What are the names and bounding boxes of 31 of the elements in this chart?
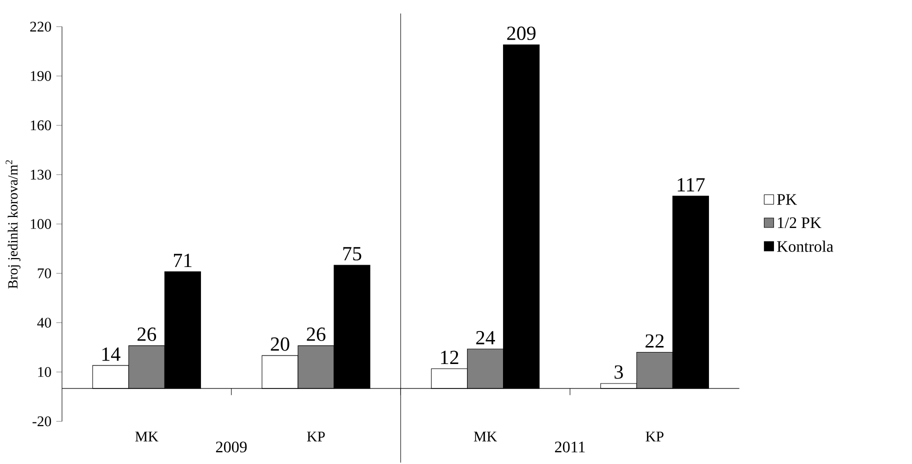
- data-label: 22: [646, 334, 664, 348]
- text: 2009: [216, 442, 247, 452]
- y-tick-label: 100: [30, 219, 52, 229]
- y-tick-label: 220: [30, 22, 52, 32]
- legend-label: 1/2 PK: [778, 217, 822, 228]
- y-axis-title: Broj jedinki korova/m$^{2}$: [6, 160, 20, 289]
- legend-label: PK: [777, 194, 797, 205]
- data-label: 71: [174, 254, 192, 267]
- y-tick-label: 70: [38, 268, 52, 278]
- y-tick-label: -20: [32, 416, 52, 426]
- y-tick-label: 10: [38, 367, 52, 377]
- y-tick-label: 130: [30, 170, 52, 180]
- data-label: 209: [507, 26, 536, 40]
- data-label: 20: [270, 337, 290, 351]
- data-label: 26: [306, 328, 326, 341]
- legend-label: Kontrola: [777, 240, 834, 252]
- data-label: 117: [678, 178, 705, 192]
- x-tick-label: KP: [646, 432, 664, 442]
- y-tick-label: 190: [30, 71, 52, 81]
- y-tick-label: 40: [37, 318, 52, 328]
- data-label: 75: [343, 247, 362, 260]
- text: 2011: [555, 442, 585, 452]
- data-label: 24: [476, 331, 496, 344]
- x-tick-label: MK: [135, 432, 158, 442]
- data-label: 26: [138, 328, 156, 341]
- y-tick-label: 160: [30, 120, 52, 130]
- data-label: 12: [441, 350, 458, 364]
- x-tick-label: KP: [307, 432, 325, 442]
- x-tick-label: MK: [474, 432, 497, 442]
- data-label: 3: [614, 365, 623, 379]
- data-label: 14: [102, 348, 120, 361]
